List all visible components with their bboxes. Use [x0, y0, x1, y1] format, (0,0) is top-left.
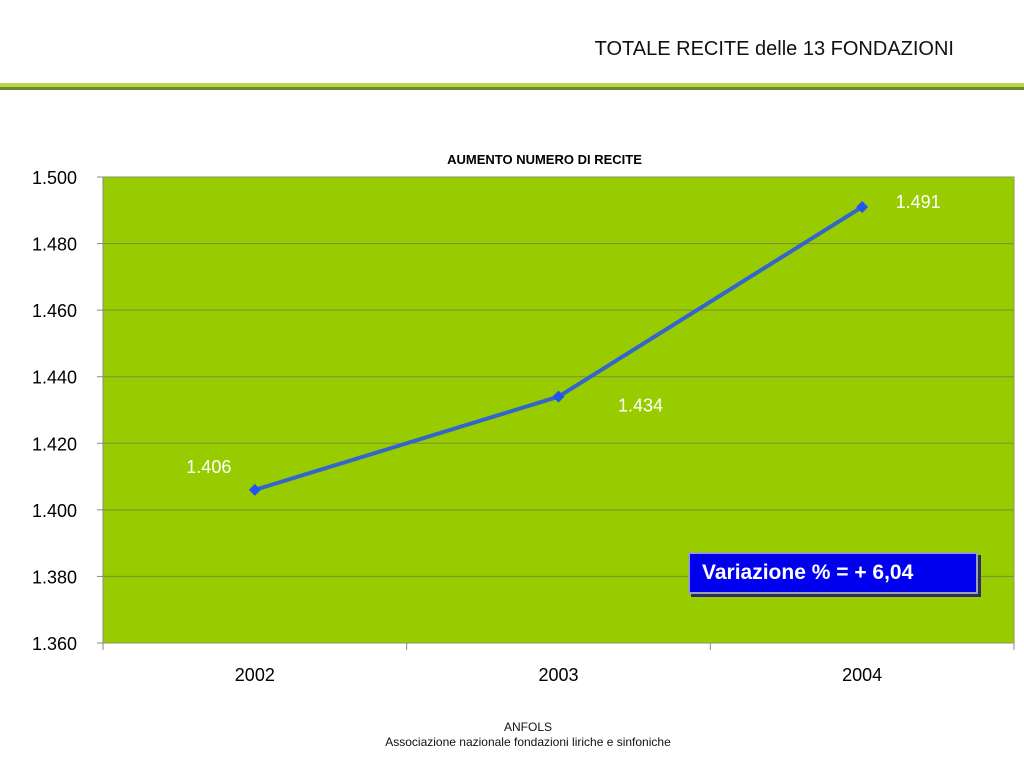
header-rule-light	[0, 83, 1024, 87]
y-tick-label: 1.440	[32, 368, 77, 388]
footer: ANFOLS Associazione nazionale fondazioni…	[0, 720, 1024, 750]
data-point	[552, 390, 565, 403]
y-tick-label: 1.360	[32, 634, 77, 654]
y-tick-label: 1.380	[32, 567, 77, 587]
gridlines	[103, 243, 1014, 577]
data-point	[856, 200, 869, 213]
variazione-callout: Variazione % = + 6,04	[688, 552, 978, 594]
y-tick-label: 1.500	[32, 168, 77, 188]
footer-org: ANFOLS	[503, 720, 552, 734]
y-tick-label: 1.480	[32, 235, 77, 255]
data-label: 1.434	[618, 396, 663, 416]
x-tick-label: 2004	[842, 665, 882, 685]
variazione-text: Variazione % = + 6,04	[702, 561, 914, 584]
x-tick-label: 2003	[538, 665, 578, 685]
header-rule-dark	[0, 87, 1024, 90]
y-tick-label: 1.400	[32, 501, 77, 521]
data-point	[248, 483, 261, 496]
y-tick-label: 1.420	[32, 434, 77, 454]
data-label: 1.406	[186, 457, 231, 477]
slide-title: TOTALE RECITE delle 13 FONDAZIONI	[594, 38, 954, 60]
axes	[97, 176, 1015, 650]
data-label: 1.491	[896, 192, 941, 212]
labels-layer: AUMENTO NUMERO DI RECITE 1.360 1.380 1.400 1…	[32, 152, 941, 685]
y-tick-label: 1.460	[32, 301, 77, 321]
series-layer	[248, 200, 869, 496]
chart-title: AUMENTO NUMERO DI RECITE	[447, 152, 642, 167]
x-tick-label: 2002	[235, 665, 275, 685]
footer-full-name: Associazione nazionale fondazioni lirich…	[385, 735, 671, 749]
